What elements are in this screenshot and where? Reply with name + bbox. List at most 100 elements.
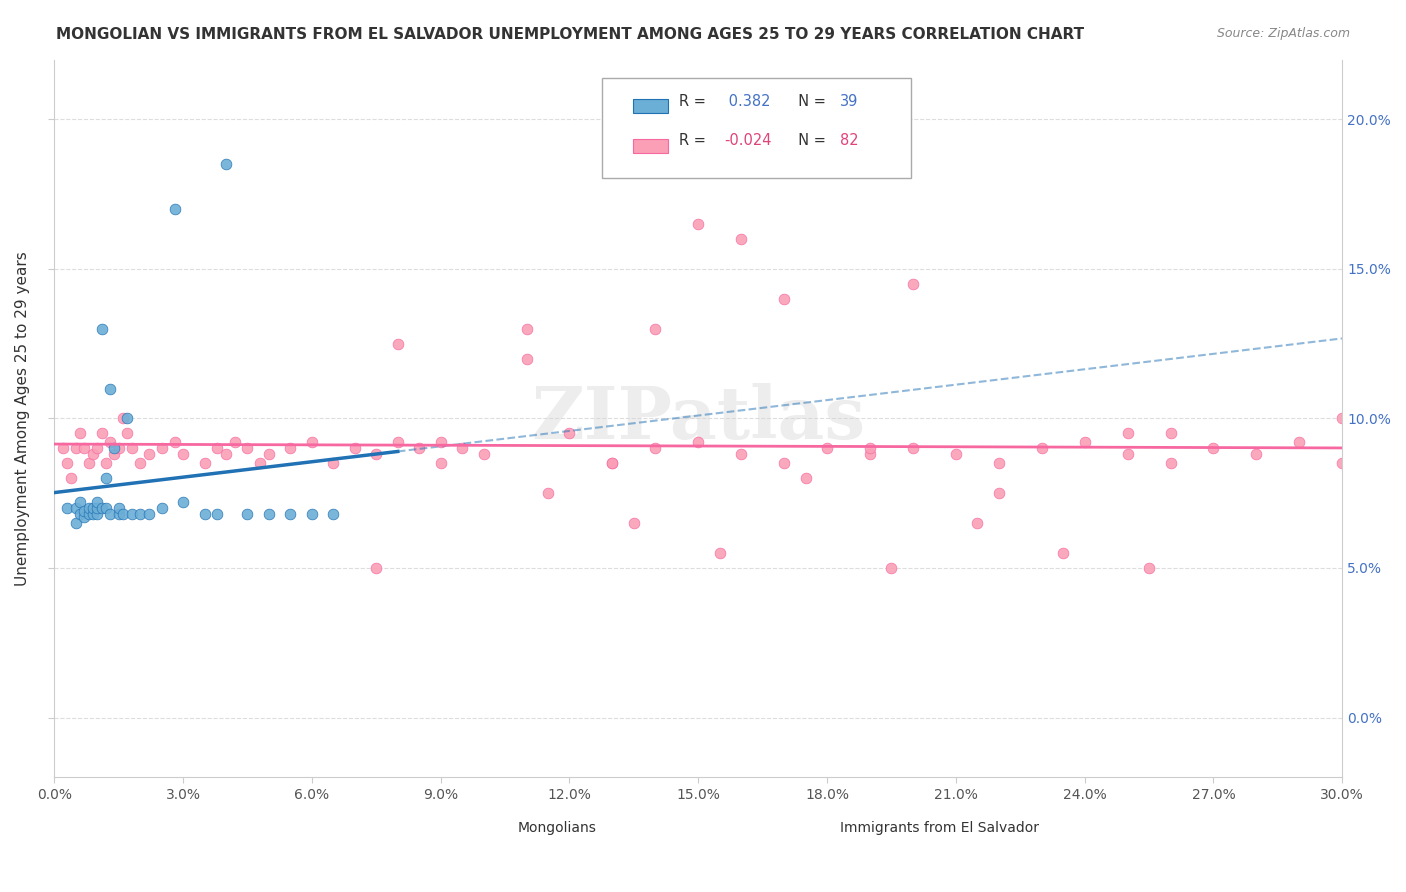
Point <box>987 486 1010 500</box>
Point <box>1137 561 1160 575</box>
Point <box>730 447 752 461</box>
Point <box>94 456 117 470</box>
Point <box>103 442 125 456</box>
Point <box>65 442 87 456</box>
Point <box>1116 447 1139 461</box>
Point <box>207 507 229 521</box>
Point <box>73 442 96 456</box>
Point <box>56 501 79 516</box>
Point <box>516 322 538 336</box>
Point <box>859 442 882 456</box>
Point <box>623 516 645 530</box>
Point <box>1052 546 1074 560</box>
Point <box>257 447 280 461</box>
Point <box>1116 426 1139 441</box>
Text: ZIPatlas: ZIPatlas <box>531 383 865 454</box>
Point <box>1160 456 1182 470</box>
Point <box>207 442 229 456</box>
Text: N =: N = <box>789 94 830 109</box>
Point <box>366 561 388 575</box>
Point <box>322 456 344 470</box>
Point <box>82 447 104 461</box>
Point <box>794 471 817 485</box>
Point <box>709 546 731 560</box>
Point <box>69 426 91 441</box>
Point <box>236 507 259 521</box>
Point <box>451 442 474 456</box>
Point <box>90 501 112 516</box>
Point <box>343 442 366 456</box>
FancyBboxPatch shape <box>602 78 911 178</box>
Point <box>56 456 79 470</box>
Point <box>77 456 100 470</box>
Point <box>94 501 117 516</box>
Point <box>65 501 87 516</box>
Point <box>901 442 924 456</box>
Point <box>644 322 666 336</box>
Point <box>215 157 238 171</box>
Point <box>77 507 100 521</box>
FancyBboxPatch shape <box>633 99 668 113</box>
Point <box>537 486 560 500</box>
Point <box>193 456 215 470</box>
Point <box>257 507 280 521</box>
Point <box>121 507 143 521</box>
Point <box>301 435 323 450</box>
FancyBboxPatch shape <box>780 818 820 838</box>
Point <box>82 507 104 521</box>
Point <box>98 507 121 521</box>
Text: 39: 39 <box>841 94 859 109</box>
Point <box>322 507 344 521</box>
Point <box>880 561 903 575</box>
Point <box>1246 447 1268 461</box>
Point <box>688 217 710 231</box>
Point <box>52 442 75 456</box>
Point <box>73 504 96 518</box>
Point <box>82 501 104 516</box>
Point <box>193 507 215 521</box>
Point <box>280 507 302 521</box>
Point <box>901 277 924 291</box>
Text: 82: 82 <box>841 133 859 148</box>
Point <box>1288 435 1310 450</box>
Point <box>73 510 96 524</box>
Point <box>94 471 117 485</box>
Point <box>688 435 710 450</box>
Point <box>387 336 409 351</box>
Point <box>366 447 388 461</box>
Point <box>103 447 125 461</box>
Point <box>111 411 134 425</box>
Point <box>516 351 538 366</box>
Point <box>107 507 129 521</box>
Point <box>408 442 430 456</box>
Point <box>98 382 121 396</box>
Point <box>121 442 143 456</box>
Point <box>107 442 129 456</box>
Point <box>429 456 451 470</box>
Point <box>644 442 666 456</box>
Point <box>172 495 194 509</box>
Point <box>111 507 134 521</box>
Text: Mongolians: Mongolians <box>517 821 596 835</box>
Point <box>1031 442 1053 456</box>
Point <box>773 456 796 470</box>
Point <box>86 442 108 456</box>
Text: Immigrants from El Salvador: Immigrants from El Salvador <box>839 821 1039 835</box>
Text: N =: N = <box>789 133 830 148</box>
Point <box>86 495 108 509</box>
Point <box>1160 426 1182 441</box>
Point <box>163 435 186 450</box>
Point <box>90 322 112 336</box>
Point <box>1331 456 1354 470</box>
Text: -0.024: -0.024 <box>724 133 772 148</box>
Text: R =: R = <box>679 94 710 109</box>
Text: 0.382: 0.382 <box>724 94 770 109</box>
Point <box>249 456 271 470</box>
Point <box>138 507 160 521</box>
Point <box>69 507 91 521</box>
Point <box>129 456 152 470</box>
Point <box>602 456 624 470</box>
Point <box>69 495 91 509</box>
Point <box>86 501 108 516</box>
Text: R =: R = <box>679 133 710 148</box>
